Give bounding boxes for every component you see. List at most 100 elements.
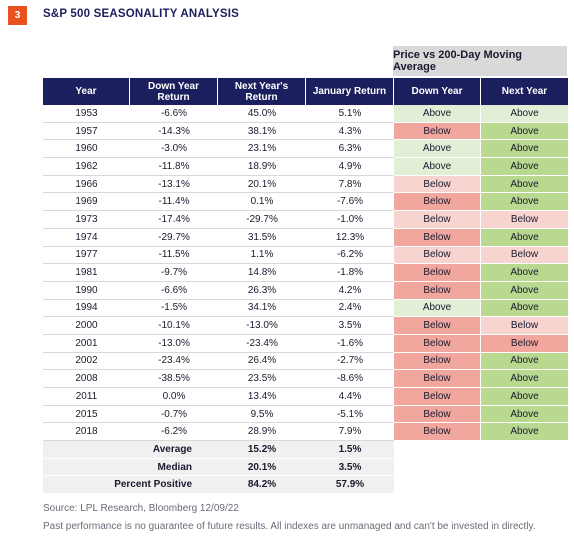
january-return-cell: 4.2%: [306, 282, 394, 300]
down-year-return-cell: -11.5%: [130, 247, 218, 265]
col-header-next-year: Next Year: [481, 78, 568, 105]
next-year-ma-indicator: Below: [481, 246, 568, 265]
january-return-cell: 4.3%: [306, 123, 394, 141]
summary-row: Percent Positive 84.2% 57.9%: [43, 476, 568, 495]
chart-title: S&P 500 SEASONALITY ANALYSIS: [43, 8, 240, 20]
next-year-ma-indicator: Below: [481, 317, 568, 335]
table-row: 1969 -11.4% 0.1% -7.6% Below Above: [43, 193, 568, 212]
next-year-return-cell: -29.7%: [218, 211, 306, 229]
year-cell: 1953: [43, 105, 130, 123]
year-cell: 1974: [43, 229, 130, 247]
summary-blank-cell: [394, 441, 568, 459]
next-year-ma-indicator: Below: [481, 334, 568, 353]
table-row: 1994 -1.5% 34.1% 2.4% Above Above: [43, 299, 568, 318]
down-year-ma-indicator: Below: [394, 405, 481, 424]
january-return-cell: -2.7%: [306, 353, 394, 371]
next-year-ma-indicator: Above: [481, 405, 568, 424]
january-return-cell: -7.6%: [306, 193, 394, 212]
year-cell: 1969: [43, 193, 130, 212]
january-return-cell: -1.8%: [306, 264, 394, 282]
down-year-ma-indicator: Below: [394, 175, 481, 194]
year-cell: 1977: [43, 247, 130, 265]
down-year-ma-indicator: Above: [394, 299, 481, 318]
down-year-ma-indicator: Below: [394, 228, 481, 247]
next-year-return-cell: 9.5%: [218, 406, 306, 424]
next-year-ma-indicator: Above: [481, 140, 568, 159]
table-row: 2002 -23.4% 26.4% -2.7% Below Above: [43, 352, 568, 371]
down-year-ma-indicator: Below: [394, 352, 481, 371]
year-cell: 2008: [43, 370, 130, 388]
summary-label: Percent Positive: [43, 476, 218, 495]
down-year-return-cell: -17.4%: [130, 211, 218, 229]
summary-blank-cell: [394, 476, 568, 495]
down-year-ma-indicator: Below: [394, 334, 481, 353]
seasonality-table: Year Down Year Return Next Year's Return…: [43, 78, 568, 495]
down-year-ma-indicator: Above: [394, 158, 481, 176]
down-year-return-cell: 0.0%: [130, 388, 218, 406]
january-return-cell: 2.4%: [306, 300, 394, 318]
january-return-cell: 7.9%: [306, 423, 394, 442]
col-header-next-year-return: Next Year's Return: [218, 78, 306, 105]
january-return-cell: 3.5%: [306, 317, 394, 335]
summary-blank-cell: [394, 459, 568, 477]
down-year-return-cell: -9.7%: [130, 264, 218, 282]
next-year-return-cell: 26.4%: [218, 353, 306, 371]
down-year-ma-indicator: Below: [394, 423, 481, 442]
next-year-ma-indicator: Above: [481, 370, 568, 388]
down-year-return-cell: -6.6%: [130, 282, 218, 300]
year-cell: 1990: [43, 282, 130, 300]
next-year-ma-indicator: Above: [481, 264, 568, 282]
summary-label: Average: [43, 441, 218, 459]
next-year-return-cell: -23.4%: [218, 335, 306, 353]
disclaimer-note: Past performance is no guarantee of futu…: [43, 521, 536, 532]
down-year-ma-indicator: Below: [394, 388, 481, 406]
summary-next-year-return: 15.2%: [218, 441, 306, 459]
year-cell: 2002: [43, 353, 130, 371]
year-cell: 1994: [43, 300, 130, 318]
table-row: 2011 0.0% 13.4% 4.4% Below Above: [43, 388, 568, 406]
next-year-return-cell: 45.0%: [218, 105, 306, 123]
down-year-ma-indicator: Below: [394, 211, 481, 229]
next-year-return-cell: 34.1%: [218, 300, 306, 318]
january-return-cell: -8.6%: [306, 370, 394, 388]
next-year-ma-indicator: Below: [481, 211, 568, 229]
year-cell: 2018: [43, 423, 130, 442]
january-return-cell: 4.9%: [306, 158, 394, 176]
year-cell: 1960: [43, 140, 130, 159]
summary-january-return: 1.5%: [306, 441, 394, 459]
table-row: 1957 -14.3% 38.1% 4.3% Below Above: [43, 122, 568, 141]
table-row: 2018 -6.2% 28.9% 7.9% Below Above: [43, 423, 568, 442]
january-return-cell: 5.1%: [306, 105, 394, 123]
summary-next-year-return: 84.2%: [218, 476, 306, 495]
table-row: 2000 -10.1% -13.0% 3.5% Below Below: [43, 317, 568, 335]
next-year-return-cell: 14.8%: [218, 264, 306, 282]
down-year-return-cell: -1.5%: [130, 300, 218, 318]
next-year-ma-indicator: Above: [481, 158, 568, 176]
down-year-return-cell: -10.1%: [130, 317, 218, 335]
down-year-return-cell: -0.7%: [130, 406, 218, 424]
next-year-ma-indicator: Above: [481, 352, 568, 371]
table-row: 1990 -6.6% 26.3% 4.2% Below Above: [43, 281, 568, 300]
figure-number-badge: 3: [8, 6, 27, 25]
down-year-return-cell: -13.0%: [130, 335, 218, 353]
col-header-year: Year: [43, 78, 130, 105]
next-year-ma-indicator: Above: [481, 175, 568, 194]
down-year-return-cell: -14.3%: [130, 123, 218, 141]
year-cell: 1957: [43, 123, 130, 141]
table-row: 2008 -38.5% 23.5% -8.6% Below Above: [43, 370, 568, 388]
down-year-return-cell: -3.0%: [130, 140, 218, 159]
next-year-return-cell: 28.9%: [218, 423, 306, 442]
next-year-return-cell: 23.1%: [218, 140, 306, 159]
next-year-ma-indicator: Above: [481, 122, 568, 141]
next-year-ma-indicator: Above: [481, 193, 568, 212]
summary-row: Average 15.2% 1.5%: [43, 441, 568, 459]
next-year-return-cell: 0.1%: [218, 193, 306, 212]
january-return-cell: -6.2%: [306, 247, 394, 265]
january-return-cell: -5.1%: [306, 406, 394, 424]
year-cell: 2011: [43, 388, 130, 406]
table-row: 2015 -0.7% 9.5% -5.1% Below Above: [43, 405, 568, 424]
down-year-return-cell: -38.5%: [130, 370, 218, 388]
next-year-return-cell: 26.3%: [218, 282, 306, 300]
january-return-cell: 4.4%: [306, 388, 394, 406]
next-year-return-cell: 13.4%: [218, 388, 306, 406]
